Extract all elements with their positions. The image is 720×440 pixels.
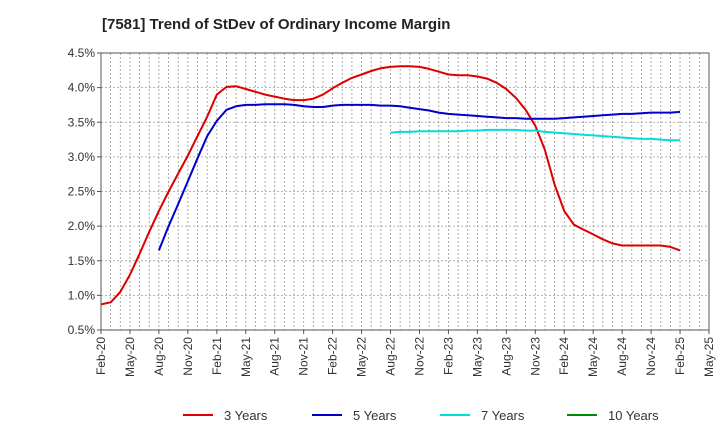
x-tick-label: Feb-23 [441, 337, 455, 375]
series-lines [100, 65, 681, 306]
y-tick-label: 4.0% [68, 81, 96, 95]
x-tick-label: May-24 [586, 337, 600, 377]
x-tick-label: May-22 [355, 337, 369, 377]
y-tick-label: 3.5% [68, 115, 96, 129]
legend-item: 5 Years [312, 408, 397, 423]
x-tick-label: Feb-22 [326, 337, 340, 375]
x-tick-label: Feb-20 [94, 337, 108, 375]
legend-item: 7 Years [440, 408, 525, 423]
legend: 3 Years 5 Years 7 Years 10 Years [183, 408, 659, 423]
y-tick-label: 4.5% [68, 46, 96, 60]
x-tick-label: Aug-24 [615, 337, 629, 376]
x-tick-label: May-20 [123, 337, 137, 377]
x-tick-label: Aug-20 [152, 337, 166, 376]
y-tick-label: 3.0% [68, 150, 96, 164]
chart-title: [7581] Trend of StDev of Ordinary Income… [102, 16, 450, 33]
x-tick-label: Nov-21 [297, 337, 311, 376]
x-tick-label: Feb-24 [557, 337, 571, 375]
legend-item: 3 Years [183, 408, 268, 423]
grid-lines [101, 53, 709, 330]
legend-label: 3 Years [224, 408, 268, 423]
y-tick-label: 2.5% [68, 185, 96, 199]
y-axis-ticks: 0.5% 1.0% 1.5% 2.0% 2.5% 3.0% 3.5% 4.0% 4.5% [68, 46, 101, 337]
x-tick-label: Nov-23 [528, 337, 542, 376]
x-tick-label: Nov-20 [181, 337, 195, 376]
series-line-3-years [100, 65, 681, 306]
x-tick-label: Nov-22 [412, 337, 426, 376]
x-tick-label: Aug-23 [499, 337, 513, 376]
legend-item: 10 Years [567, 408, 659, 423]
x-tick-label: May-25 [702, 337, 716, 377]
x-tick-label: Feb-25 [673, 337, 687, 375]
y-tick-label: 0.5% [68, 323, 96, 337]
legend-label: 5 Years [353, 408, 397, 423]
x-tick-label: May-21 [239, 337, 253, 377]
y-tick-label: 1.0% [68, 288, 96, 302]
legend-label: 7 Years [481, 408, 525, 423]
x-axis-ticks: Feb-20 May-20 Aug-20 Nov-20 Feb-21 May-21 Aug-… [94, 330, 716, 377]
x-tick-label: Aug-22 [384, 337, 398, 376]
series-line-7-years [390, 128, 680, 142]
x-tick-label: May-23 [470, 337, 484, 377]
x-tick-label: Nov-24 [644, 337, 658, 376]
x-tick-label: Aug-21 [268, 337, 282, 376]
series-line-5-years [157, 103, 681, 251]
y-tick-label: 1.5% [68, 254, 96, 268]
y-tick-label: 2.0% [68, 219, 96, 233]
legend-label: 10 Years [608, 408, 659, 423]
x-tick-label: Feb-21 [210, 337, 224, 375]
